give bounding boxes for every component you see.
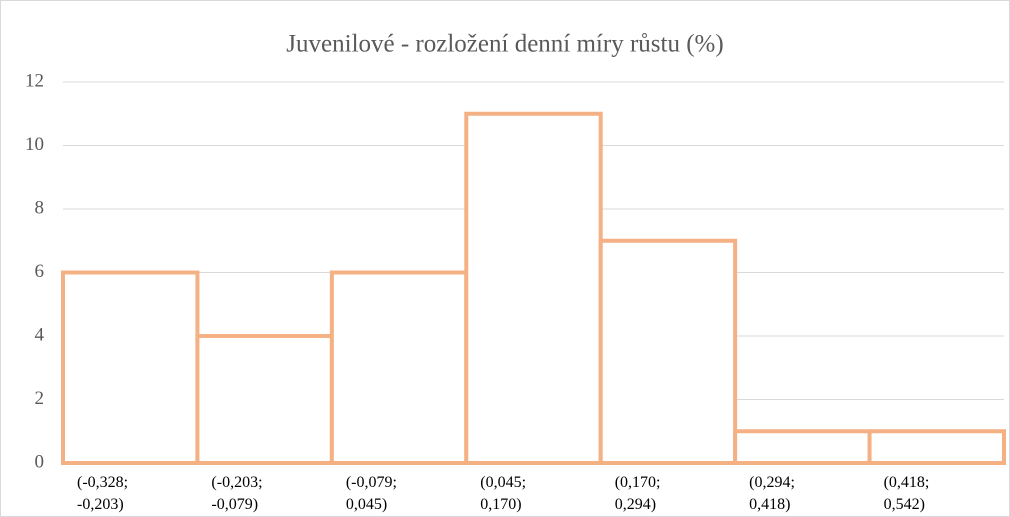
bar <box>733 429 872 465</box>
bar <box>867 429 1006 465</box>
x-tick-label: (0,418; 0,542) <box>883 474 930 513</box>
y-tick-label: 2 <box>35 388 45 409</box>
bar <box>598 238 738 465</box>
y-tick-label: 8 <box>35 197 45 218</box>
y-tick-label: 10 <box>25 134 44 155</box>
x-tick-label: (-0,079; 0,045) <box>345 474 397 513</box>
bar <box>195 334 334 465</box>
y-tick-label: 6 <box>35 261 45 282</box>
x-tick-label: (-0,328; -0,203) <box>77 474 129 513</box>
x-tick-label: (0,170; 0,294) <box>614 474 661 513</box>
x-tick-label: (-0,203; -0,079) <box>211 474 263 513</box>
x-tick-label: (0,294; 0,418) <box>749 474 795 513</box>
x-tick-label: (0,045; 0,170) <box>480 474 527 513</box>
y-tick-label: 12 <box>25 70 44 91</box>
bar <box>464 111 603 465</box>
y-tick-label: 0 <box>35 451 45 472</box>
bar <box>61 270 200 465</box>
bar <box>329 270 469 465</box>
chart-title: Juvenilové - rozložení denní míry růstu … <box>286 31 723 58</box>
y-tick-label: 4 <box>35 324 45 345</box>
